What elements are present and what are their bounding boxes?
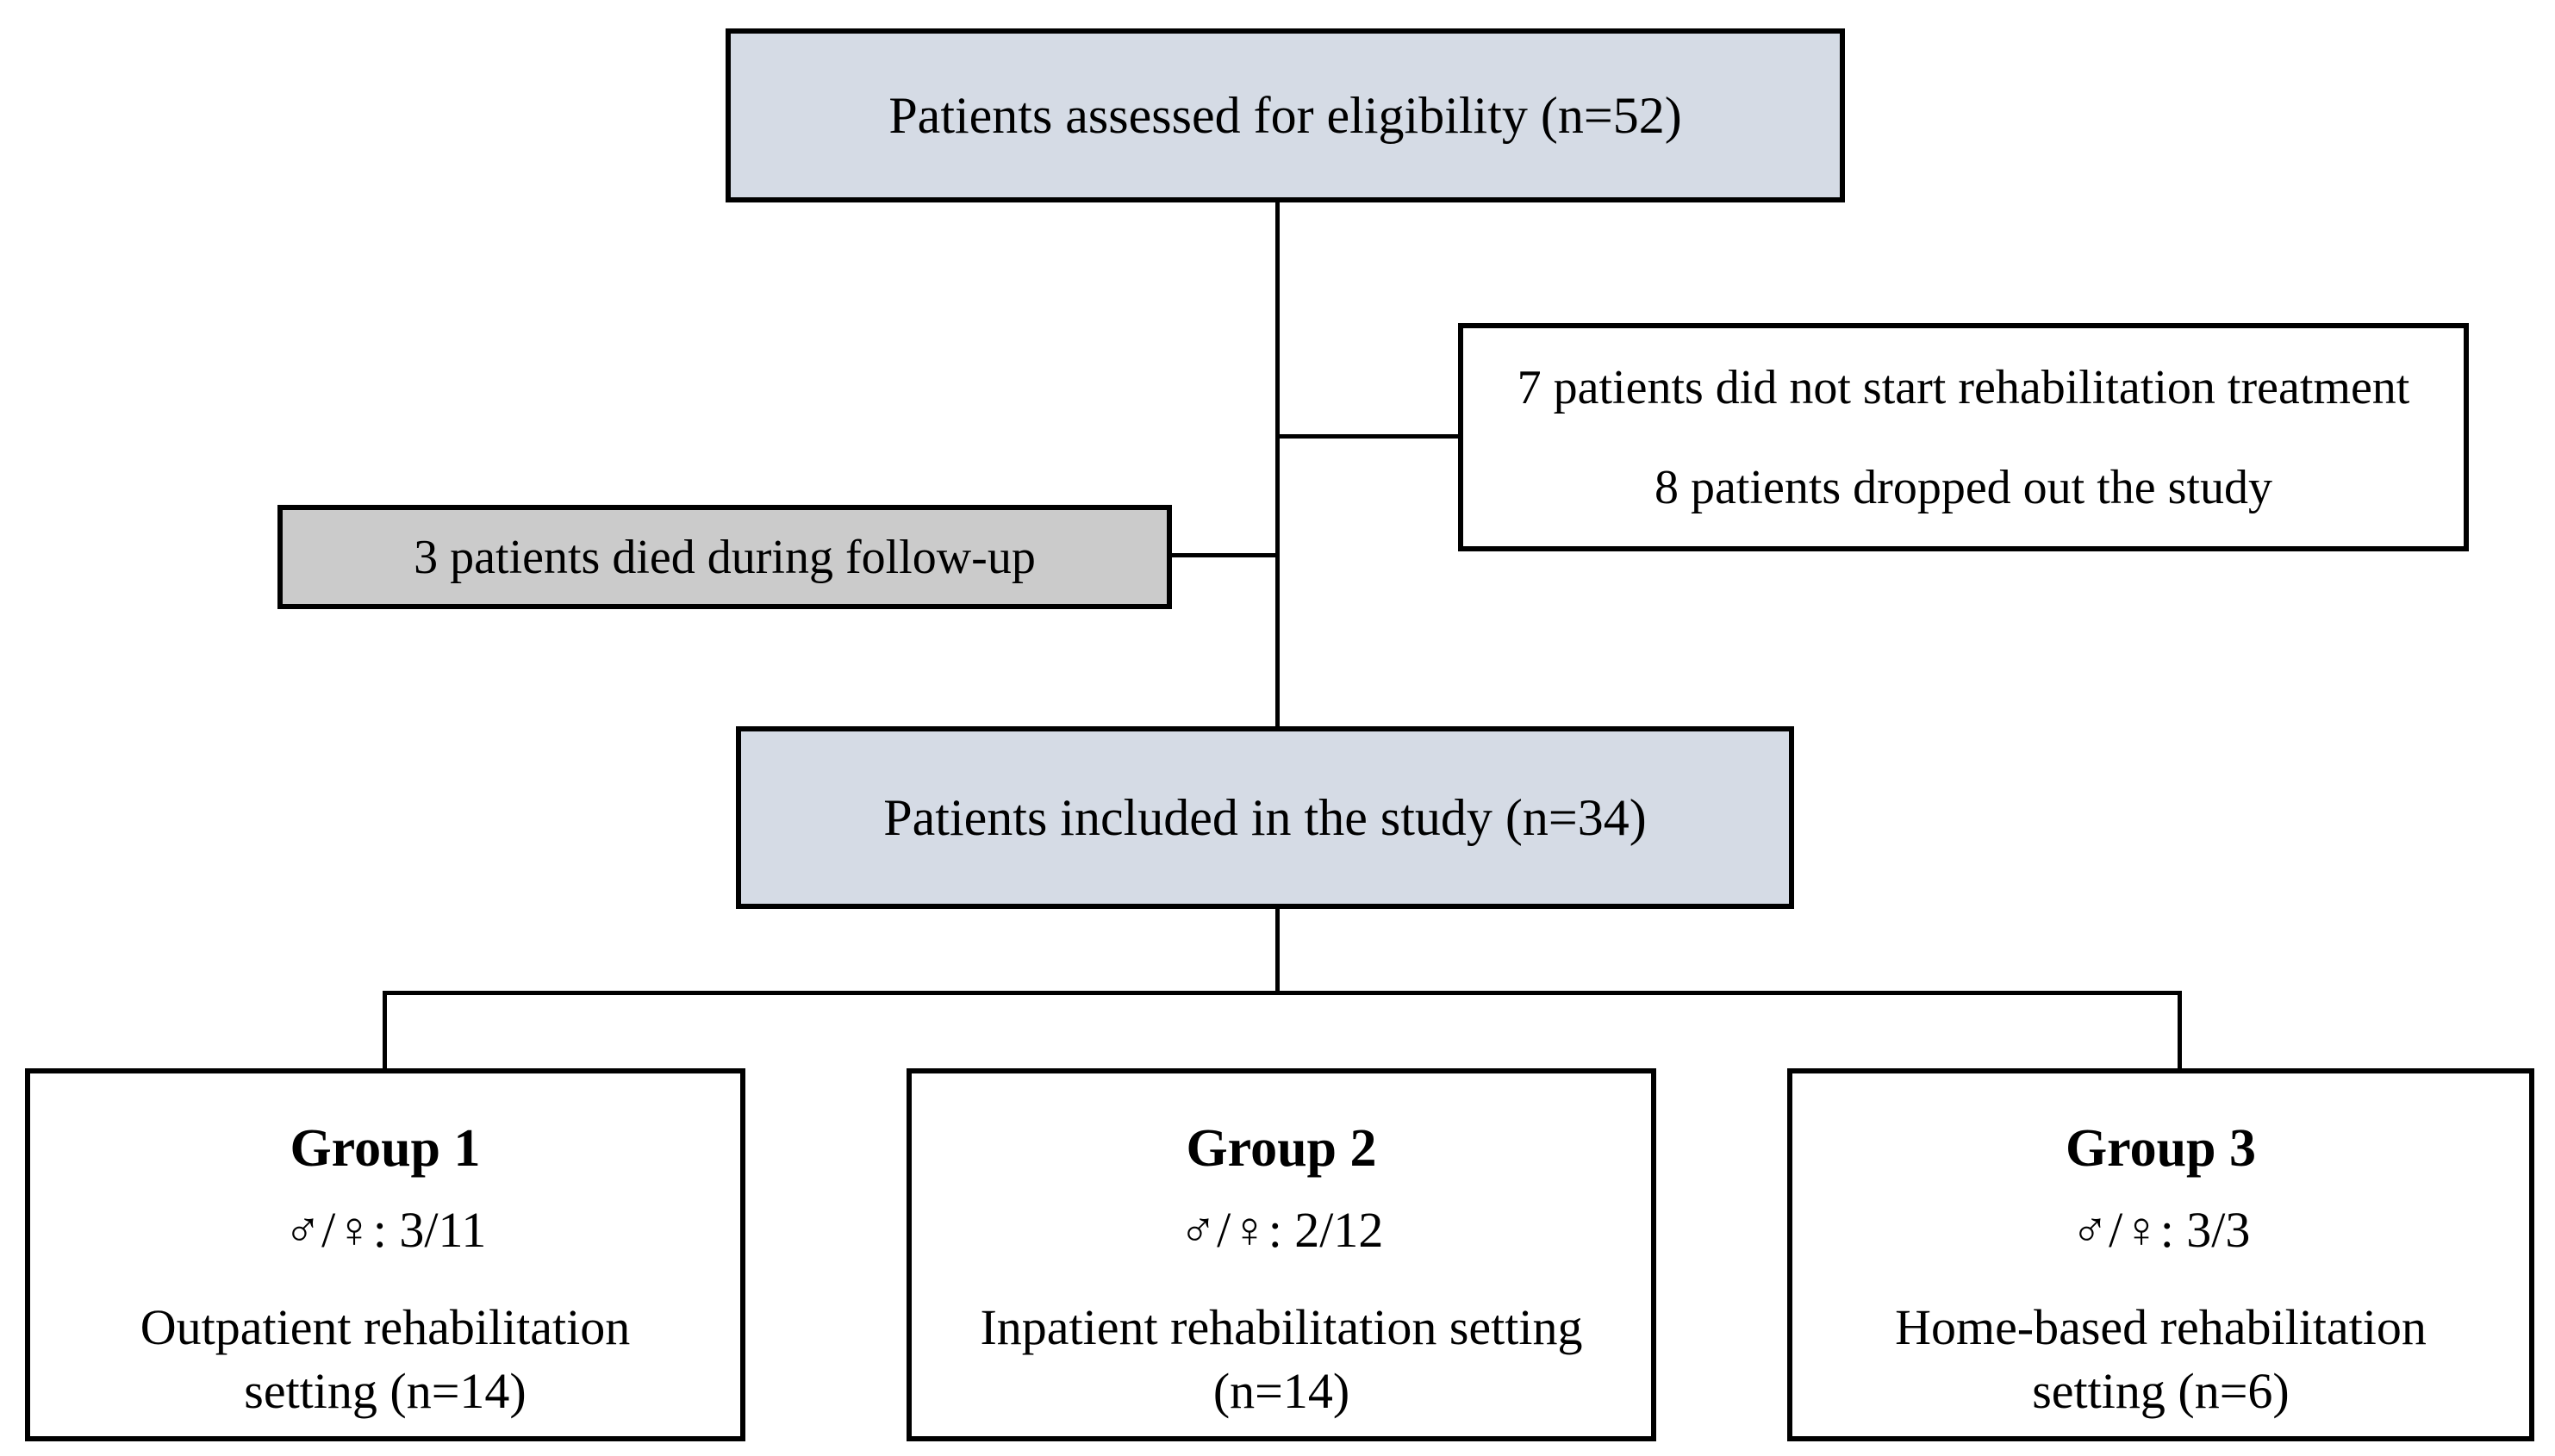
- group1-sex-ratio: ♂/♀: 3/11: [284, 1202, 487, 1259]
- node-excluded-patients: 7 patients did not start rehabilitation …: [1458, 323, 2469, 551]
- group2-setting: Inpatient rehabilitation setting (n=14): [980, 1296, 1582, 1423]
- group2-setting-line-1: Inpatient rehabilitation setting: [980, 1298, 1583, 1355]
- branch-horizontal-line: [383, 991, 2182, 995]
- group2-setting-line-2: (n=14): [1212, 1363, 1350, 1420]
- group1-title: Group 1: [290, 1119, 481, 1178]
- group1-setting-line-1: Outpatient rehabilitation: [140, 1298, 631, 1355]
- group2-sex-ratio: ♂/♀: 2/12: [1179, 1202, 1384, 1259]
- node-group-3: Group 3 ♂/♀: 3/3 Home-based rehabilitati…: [1787, 1068, 2534, 1441]
- branch-drop-to-group3: [2178, 991, 2182, 1070]
- branch-drop-to-group1: [383, 991, 387, 1070]
- excluded-line-1: 7 patients did not start rehabilitation …: [1517, 360, 2410, 414]
- node-included-in-study: Patients included in the study (n=34): [736, 726, 1794, 909]
- group3-setting-line-2: setting (n=6): [2032, 1363, 2290, 1420]
- node-died-during-followup: 3 patients died during follow-up: [277, 505, 1172, 609]
- assessed-label: Patients assessed for eligibility (n=52): [888, 86, 1682, 144]
- died-label: 3 patients died during follow-up: [414, 530, 1036, 584]
- group1-setting: Outpatient rehabilitation setting (n=14): [140, 1296, 631, 1423]
- node-group-1: Group 1 ♂/♀: 3/11 Outpatient rehabilitat…: [25, 1068, 745, 1441]
- group3-setting-line-1: Home-based rehabilitation: [1895, 1298, 2427, 1355]
- included-label: Patients included in the study (n=34): [883, 788, 1647, 846]
- group3-setting: Home-based rehabilitation setting (n=6): [1895, 1296, 2427, 1423]
- group1-setting-line-2: setting (n=14): [244, 1363, 527, 1420]
- group3-sex-ratio: ♂/♀: 3/3: [2071, 1202, 2251, 1259]
- group3-title: Group 3: [2065, 1119, 2257, 1178]
- node-group-2: Group 2 ♂/♀: 2/12 Inpatient rehabilitati…: [907, 1068, 1656, 1441]
- connector-included-to-branch: [1275, 909, 1280, 991]
- connector-assessed-to-included: [1275, 202, 1280, 726]
- connector-died-box-to-trunk: [1172, 553, 1278, 557]
- group2-title: Group 2: [1186, 1119, 1377, 1178]
- connector-trunk-to-excluded-box: [1278, 434, 1458, 439]
- excluded-line-2: 8 patients dropped out the study: [1654, 460, 2272, 514]
- node-assessed-for-eligibility: Patients assessed for eligibility (n=52): [726, 28, 1845, 202]
